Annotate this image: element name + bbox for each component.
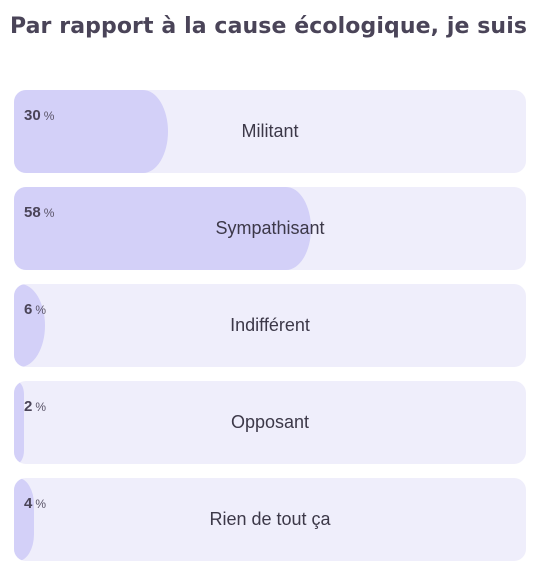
- poll-option-result-bar: [14, 90, 168, 173]
- poll-option-rien-de-tout-ca[interactable]: 4% Rien de tout ça: [14, 478, 526, 561]
- poll-option-sympathisant[interactable]: 58% Sympathisant: [14, 187, 526, 270]
- poll-question-title: Par rapport à la cause écologique, je su…: [9, 14, 528, 39]
- poll-option-result-bar: [14, 187, 311, 270]
- poll-option-percent: 2%: [24, 398, 47, 415]
- poll-option-label: Sympathisant: [215, 218, 325, 238]
- poll-option-label: Opposant: [230, 412, 310, 432]
- poll-option-label: Rien de tout ça: [209, 509, 331, 529]
- poll-option-percent: 30%: [24, 107, 55, 124]
- poll-option-opposant[interactable]: 2% Opposant: [14, 381, 526, 464]
- poll-option-percent: 58%: [24, 204, 55, 221]
- poll-options-list: 30% Militant 58% Sympathisant 6% Indiffé…: [14, 90, 526, 575]
- poll-option-label: Indifférent: [230, 315, 310, 335]
- poll-option-result-bar: [14, 381, 25, 464]
- poll-option-indifferent[interactable]: 6% Indifférent: [14, 284, 526, 367]
- poll-option-percent: 4%: [24, 495, 47, 512]
- poll-option-militant[interactable]: 30% Militant: [14, 90, 526, 173]
- poll-option-label: Militant: [241, 121, 299, 141]
- poll-option-result-bar: [14, 478, 35, 561]
- poll-option-percent: 6%: [24, 301, 47, 318]
